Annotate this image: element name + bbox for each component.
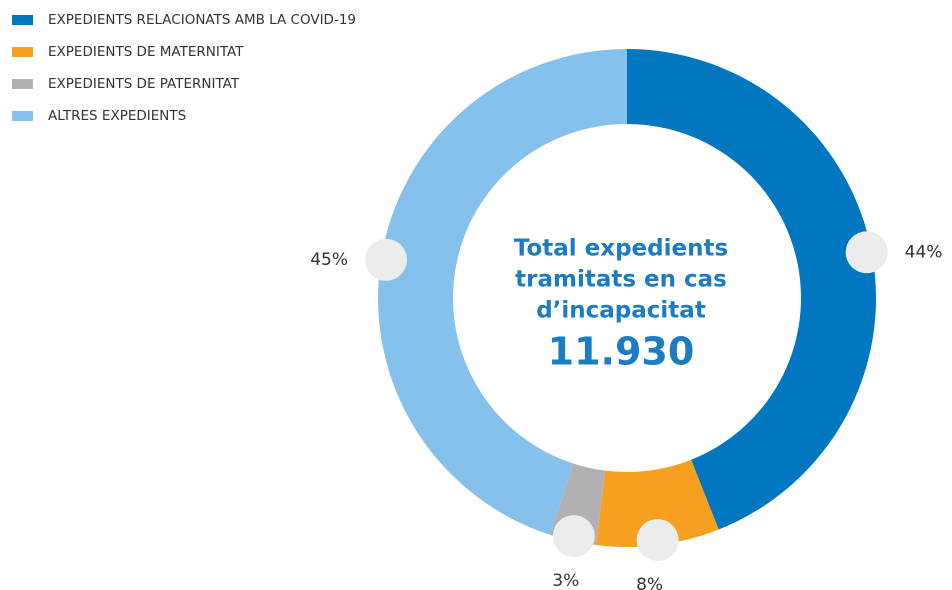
label-bubble [636, 519, 679, 562]
legend-label: EXPEDIENTS DE PATERNITAT [48, 76, 240, 92]
donut-segment [595, 459, 719, 547]
legend-label: ALTRES EXPEDIENTS [48, 108, 186, 124]
label-bubble [845, 231, 888, 274]
value-label: 3% [552, 571, 579, 590]
center-label: tramitats en cas [515, 267, 727, 293]
center-value: 11.930 [548, 330, 695, 374]
legend-label: EXPEDIENTS RELACIONATS AMB LA COVID-19 [48, 12, 356, 28]
legend-swatch [12, 47, 33, 57]
legend-swatch [12, 79, 33, 89]
legend-label: EXPEDIENTS DE MATERNITAT [48, 44, 244, 60]
donut-segment [627, 49, 876, 530]
value-label: 45% [310, 250, 348, 270]
label-bubble [552, 515, 595, 558]
legend-swatch [12, 111, 33, 121]
value-label: 8% [636, 575, 663, 590]
center-label: Total expedients [514, 236, 728, 262]
donut-segment [377, 49, 627, 535]
legend-swatch [12, 15, 33, 25]
center-label: d’incapacitat [536, 298, 706, 324]
value-label: 44% [905, 242, 943, 262]
label-bubble [365, 238, 408, 281]
